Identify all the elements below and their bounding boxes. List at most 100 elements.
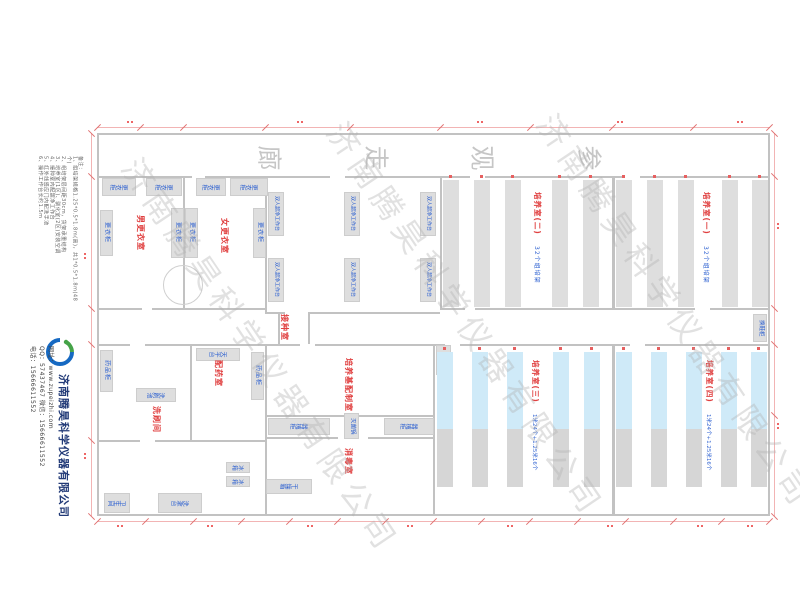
wall-outer-right [768, 133, 770, 516]
autoclave-block: 灭菌锅 [344, 413, 359, 439]
dimension-tick [87, 172, 96, 181]
dimension-text [777, 423, 779, 431]
clean-bench-label: 双人超净工作台 [425, 196, 432, 232]
culture-rack [472, 347, 488, 487]
dimension-text [507, 525, 515, 527]
dimension-tick [573, 517, 582, 526]
wall-outer-top [97, 133, 770, 135]
dimension-text [607, 525, 615, 527]
room-label-culture1: 培养室(一) 32个组培架 [701, 192, 717, 284]
room-label-dispensing: 配药室 [214, 360, 223, 387]
shoe-cabinet-block: 换鞋柜 [753, 314, 767, 342]
dimension-tick [770, 172, 779, 181]
dimension-text [747, 525, 755, 527]
locker-label: 更衣柜 [174, 222, 182, 244]
fridge-block: 箱冰 [226, 462, 250, 473]
dimension-tick [621, 517, 630, 526]
company-logo [45, 337, 75, 371]
wall-segment [265, 344, 267, 514]
toilet-block: 间生卫 [104, 493, 130, 513]
dimension-text [127, 121, 135, 123]
culture4-name: 培养室(四) [705, 360, 714, 403]
note-line: 3、培养室(1区)、驯化室(2区)安装空调 [54, 156, 60, 254]
company-name: 济南腾昊科学仪器有限公司 [57, 374, 70, 518]
wall-corridor [205, 176, 330, 178]
dimension-tick [381, 517, 390, 526]
locker-label: 更衣柜 [103, 222, 111, 244]
dimension-tick [436, 123, 445, 132]
locker-block: 更衣柜 [171, 208, 184, 258]
culture3-name: 培养室(三) [531, 360, 540, 403]
company-contact: 电话：15666611552 QQ：57437467 微信：1566661155… [28, 346, 55, 516]
room-label-men-changing: 男更衣室 [136, 215, 145, 251]
wall-segment [97, 344, 130, 346]
wall-segment [315, 344, 445, 346]
dimension-tick [525, 517, 534, 526]
culture3-spec: 1米24个+1.25米16个 [531, 413, 537, 471]
dryer-label: 箱燥干 [278, 483, 298, 490]
dimension-tick [261, 123, 270, 132]
locker-label: 更衣柜 [256, 222, 264, 244]
culture1-spec: 32个组培架 [702, 245, 709, 284]
wall-segment [440, 308, 465, 310]
wall-segment [433, 344, 435, 514]
dimension-tick [346, 123, 355, 132]
dimension-tick [526, 123, 535, 132]
clean-bench-label: 双人超净工作台 [425, 262, 432, 298]
dimension-text [84, 453, 86, 461]
dimension-line-left [84, 129, 96, 521]
clean-bench: 双人超净工作台 [268, 258, 284, 302]
locker-block: 柜衣更 [146, 178, 182, 196]
wall-corridor [640, 176, 770, 178]
culture-rack [651, 347, 667, 487]
wall-segment [710, 308, 770, 310]
dimension-tick [608, 123, 617, 132]
clean-bench-label: 双人超净工作台 [273, 262, 280, 298]
instrument-cabinet-label: 柜械器 [288, 423, 308, 430]
dimension-tick [136, 123, 145, 132]
instrument-cabinet: 柜械器 [384, 418, 434, 435]
room-label-culture3: 培养室(三) 1米24个+1.25米16个 [530, 360, 546, 470]
wash-sink-label: 池刷洗 [145, 391, 165, 399]
clean-bench: 双人超净工作台 [344, 192, 360, 236]
culture-rack [443, 175, 459, 307]
medicine-cabinet-label: 药品柜 [103, 360, 111, 382]
clean-bench-label: 双人超净工作台 [349, 196, 356, 232]
notes-title: 备注： [77, 156, 83, 173]
note-line: 2、组培架层间距30cm，货架承重结构 [59, 156, 66, 253]
washstand-block: 台漱洗 [158, 493, 202, 513]
culture-rack [647, 175, 663, 307]
locker-block: 更衣柜 [185, 208, 198, 258]
fridge-block: 箱冰 [226, 476, 250, 487]
clean-bench: 双人超净工作台 [420, 192, 436, 236]
wall-segment [368, 437, 433, 439]
room-label-disinfection: 消毒室 [344, 448, 353, 475]
wall-segment [278, 312, 280, 344]
dimension-tick [189, 517, 198, 526]
wall-segment [475, 308, 695, 310]
toilet-label: 间生卫 [106, 499, 126, 507]
dimension-tick [87, 512, 96, 521]
instrument-cabinet-label: 柜械器 [398, 423, 418, 430]
dimension-tick [87, 436, 96, 445]
note-line: 6、操作工作台长约1.5m [36, 156, 43, 219]
culture-rack [752, 175, 768, 307]
locker-block: 更衣柜 [253, 208, 266, 258]
company-website: 网址：www.zupeizhi.com [47, 346, 54, 430]
washstand-label: 台漱洗 [169, 499, 189, 507]
culture-rack [583, 175, 599, 307]
medicine-cabinet-label: 药品柜 [254, 365, 262, 387]
locker-label: 更衣柜 [188, 222, 196, 244]
note-line: 4、接种室内配超净工作台 [48, 156, 55, 221]
culture-rack [686, 347, 702, 487]
wall-segment [440, 176, 442, 308]
locker-block: 更衣柜 [100, 210, 113, 256]
culture-rack [437, 347, 453, 487]
clean-bench: 双人超净工作台 [420, 258, 436, 302]
culture-rack [505, 175, 521, 307]
wall-corridor [345, 176, 470, 178]
dimension-text [84, 253, 86, 261]
company-phone: 电话：15666611552 [29, 346, 36, 413]
locker-label: 柜衣更 [153, 183, 173, 191]
